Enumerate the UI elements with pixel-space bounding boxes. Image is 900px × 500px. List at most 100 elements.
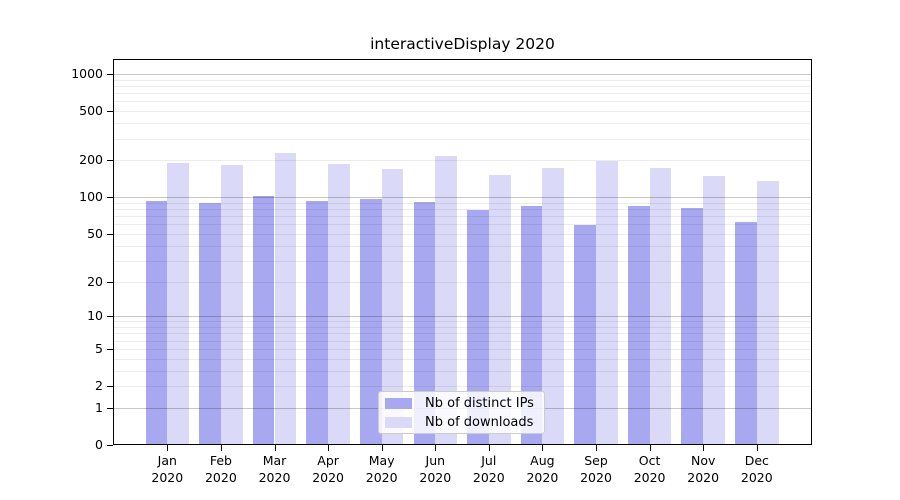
minor-gridline (113, 340, 812, 342)
minor-gridline (113, 216, 812, 218)
downloads-swatch (385, 416, 412, 428)
minor-gridline (113, 260, 812, 262)
y-tick-mark (107, 316, 113, 318)
y-tick-mark (107, 445, 113, 446)
minor-gridline (113, 209, 812, 210)
y-tick-label: 100 (79, 189, 103, 205)
minor-gridline (113, 386, 812, 387)
minor-gridline (113, 370, 812, 372)
bar-downloads-jan (167, 163, 190, 445)
y-tick-mark (107, 111, 113, 113)
bar-downloads-mar (274, 152, 297, 445)
y-tick-mark (107, 407, 113, 409)
y-tick-mark (107, 74, 113, 75)
y-tick-label: 5 (95, 340, 103, 356)
x-tick-label-oct: Oct 2020 (633, 453, 666, 485)
decade-gridline (113, 74, 812, 75)
bar-downloads-sep (596, 161, 618, 445)
bars-layer (113, 59, 812, 445)
minor-gridline (113, 233, 812, 235)
bar-ips-may (359, 199, 382, 445)
bar-ips-mar (252, 196, 275, 445)
y-tick-label: 200 (79, 152, 103, 168)
minor-gridline (113, 327, 812, 328)
distinct-ips-swatch (385, 397, 412, 409)
bar-downloads-may (381, 168, 404, 445)
decade-gridline (113, 197, 812, 199)
bar-ips-aug (520, 206, 543, 445)
bar-downloads-jun (435, 156, 458, 445)
x-tick-mark (756, 445, 758, 451)
x-tick-mark (328, 445, 330, 451)
minor-gridline (113, 160, 812, 162)
decade-gridline (113, 316, 812, 318)
bar-ips-jun (413, 201, 436, 445)
minor-gridline (113, 93, 812, 95)
bar-downloads-aug (542, 167, 565, 445)
y-tick-label: 1000 (71, 66, 103, 81)
x-tick-label-aug: Aug 2020 (526, 453, 559, 485)
y-tick-label: 0 (95, 437, 103, 452)
minor-gridline (113, 202, 812, 204)
x-tick-label-jun: Jun 2020 (419, 453, 452, 485)
x-tick-label-nov: Nov 2020 (687, 453, 720, 485)
minor-gridline (113, 101, 812, 103)
y-tick-mark (107, 233, 113, 235)
bar-ips-jan (145, 201, 168, 445)
minor-gridline (113, 348, 812, 350)
y-tick-mark (107, 386, 113, 387)
x-tick-mark (542, 445, 544, 451)
x-tick-label-sep: Sep 2020 (580, 453, 612, 485)
minor-gridline (113, 333, 812, 335)
y-tick-mark (107, 281, 113, 283)
y-tick-label: 2 (95, 378, 103, 393)
bar-ips-feb (199, 202, 221, 445)
bar-downloads-jul (488, 174, 511, 445)
bar-downloads-nov (703, 175, 725, 445)
minor-gridline (113, 358, 812, 360)
x-tick-mark (649, 445, 651, 451)
minor-gridline (113, 281, 812, 283)
legend-label-downloads: Nb of downloads (425, 414, 534, 430)
minor-gridline (113, 111, 812, 113)
x-tick-mark (274, 445, 276, 451)
grid-layer (113, 59, 812, 445)
y-tick-mark (107, 197, 113, 199)
minor-gridline (113, 245, 812, 247)
x-tick-mark (596, 445, 597, 451)
x-tick-label-mar: Mar 2020 (258, 453, 291, 485)
x-tick-label-dec: Dec 2020 (740, 453, 773, 485)
x-tick-label-may: May 2020 (365, 453, 398, 485)
minor-gridline (113, 123, 812, 125)
legend: Nb of distinct IPs Nb of downloads (378, 391, 545, 434)
x-tick-label-jan: Jan 2020 (151, 453, 184, 485)
bar-downloads-oct (649, 167, 672, 445)
bar-ips-apr (306, 201, 329, 445)
y-tick-label: 10 (87, 308, 103, 324)
y-tick-mark (107, 348, 113, 350)
bar-ips-jul (467, 209, 489, 445)
legend-row-downloads: Nb of downloads (385, 415, 538, 430)
bar-ips-oct (627, 205, 650, 445)
x-tick-label-apr: Apr 2020 (312, 453, 344, 485)
x-tick-label-jul: Jul 2020 (472, 453, 505, 485)
x-tick-mark (488, 445, 490, 451)
y-tick-mark (107, 160, 113, 162)
y-tick-label: 500 (79, 103, 103, 119)
bar-downloads-dec (756, 180, 779, 445)
x-tick-mark (703, 445, 705, 451)
bar-ips-nov (681, 208, 704, 445)
x-tick-mark (435, 445, 437, 451)
legend-row-distinct-ips: Nb of distinct IPs (385, 396, 538, 411)
y-tick-label: 50 (87, 225, 103, 241)
minor-gridline (113, 321, 812, 323)
minor-gridline (113, 79, 812, 81)
chart-title: interactiveDisplay 2020 (370, 35, 555, 53)
x-tick-mark (220, 445, 222, 451)
y-tick-label: 20 (87, 273, 103, 289)
bar-ips-sep (574, 225, 596, 445)
x-tick-mark (381, 445, 383, 451)
bar-downloads-apr (328, 164, 350, 445)
plot-area: Nb of distinct IPs Nb of downloads (113, 59, 812, 445)
